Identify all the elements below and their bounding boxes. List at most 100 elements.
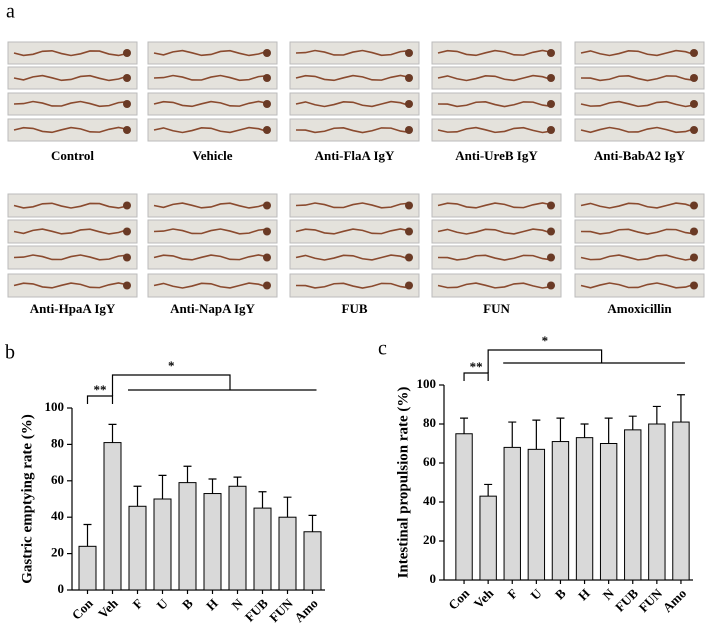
photo xyxy=(574,41,705,65)
y-tick-label: 20 xyxy=(51,545,64,560)
photo xyxy=(289,193,420,218)
photo-label: Amoxicillin xyxy=(607,301,672,316)
intestine xyxy=(13,100,129,108)
photo xyxy=(7,245,138,270)
photo xyxy=(574,273,705,298)
photo xyxy=(7,193,138,218)
x-tick-label: Con xyxy=(69,595,96,622)
photo-label: Control xyxy=(51,148,94,163)
photo xyxy=(574,193,705,218)
x-tick-label: FUN xyxy=(266,595,296,623)
photo xyxy=(574,219,705,244)
photo xyxy=(7,66,138,90)
error-bar xyxy=(108,423,117,443)
photo xyxy=(574,92,705,116)
bar xyxy=(575,437,594,581)
stomach xyxy=(123,74,131,82)
intestine xyxy=(13,49,129,57)
annotation: ** xyxy=(470,359,483,374)
error-bar xyxy=(283,496,292,518)
intestine xyxy=(295,228,411,235)
stomach xyxy=(690,281,698,290)
photo xyxy=(289,66,420,90)
annotation: ** xyxy=(94,382,107,397)
photo-label: Anti-HpaA IgY xyxy=(30,301,116,316)
intestine xyxy=(153,254,269,261)
photo xyxy=(431,219,562,244)
photo xyxy=(431,92,562,116)
bar xyxy=(599,443,618,581)
error-bar xyxy=(460,417,469,434)
photo-label: Anti-UreB IgY xyxy=(455,148,538,163)
x-tick-label: H xyxy=(575,586,593,604)
photo xyxy=(7,118,138,142)
intestine xyxy=(153,228,269,235)
error-bar xyxy=(556,417,565,442)
x-tick-label: Amo xyxy=(660,586,689,615)
intestine xyxy=(13,228,129,235)
intestine xyxy=(13,202,129,209)
intestine xyxy=(153,126,269,134)
stomach xyxy=(263,227,271,236)
bar xyxy=(203,493,222,591)
stomach xyxy=(547,74,555,82)
y-tick-label: 80 xyxy=(51,435,64,450)
x-tick-label: B xyxy=(179,595,196,612)
intestine xyxy=(437,126,553,134)
panel-label: c xyxy=(378,338,387,360)
y-tick-label: 40 xyxy=(423,493,436,508)
stomach xyxy=(405,227,413,236)
intestine xyxy=(437,49,553,57)
stomach xyxy=(123,227,131,236)
x-tick-label: Veh xyxy=(471,585,497,611)
panel-label: a xyxy=(6,1,15,23)
stomach xyxy=(405,74,413,82)
stomach xyxy=(263,253,271,262)
y-tick-label: 100 xyxy=(45,399,65,414)
annotation: * xyxy=(168,358,175,373)
error-bar xyxy=(158,474,167,499)
stomach xyxy=(123,201,131,210)
error-bar xyxy=(133,485,142,507)
stomach xyxy=(547,126,555,134)
intestine xyxy=(153,49,269,57)
stomach xyxy=(547,281,555,290)
stomach xyxy=(547,253,555,262)
photo xyxy=(289,245,420,270)
stomach xyxy=(690,126,698,134)
intestine xyxy=(437,202,553,209)
photo-label: FUN xyxy=(483,301,510,316)
error-bar xyxy=(484,483,493,497)
intestine xyxy=(580,75,696,82)
x-tick-label: F xyxy=(504,586,520,602)
stomach xyxy=(263,201,271,210)
intestine xyxy=(13,282,129,289)
error-bar xyxy=(258,491,267,509)
photo xyxy=(431,245,562,270)
photo xyxy=(7,92,138,116)
bracket xyxy=(86,395,114,404)
x-tick-label: N xyxy=(228,595,246,613)
bar xyxy=(78,545,97,591)
stomach xyxy=(263,281,271,290)
stomach xyxy=(690,49,698,57)
intestine xyxy=(295,100,411,108)
error-bar xyxy=(532,419,541,450)
photo xyxy=(431,66,562,90)
stomach xyxy=(690,253,698,262)
error-bar xyxy=(233,476,242,487)
stomach xyxy=(123,49,131,57)
intestine xyxy=(153,74,269,82)
photo xyxy=(289,273,420,298)
photo xyxy=(289,219,420,244)
stomach xyxy=(690,227,698,236)
bar xyxy=(648,423,666,581)
x-tick-label: F xyxy=(130,596,146,612)
intestine xyxy=(13,74,129,82)
y-axis-label: Gastric emptying rate (%) xyxy=(19,414,35,584)
stomach xyxy=(123,100,131,108)
bar xyxy=(228,485,247,591)
intestine xyxy=(295,74,411,82)
photo xyxy=(147,41,278,65)
bar xyxy=(527,448,546,581)
